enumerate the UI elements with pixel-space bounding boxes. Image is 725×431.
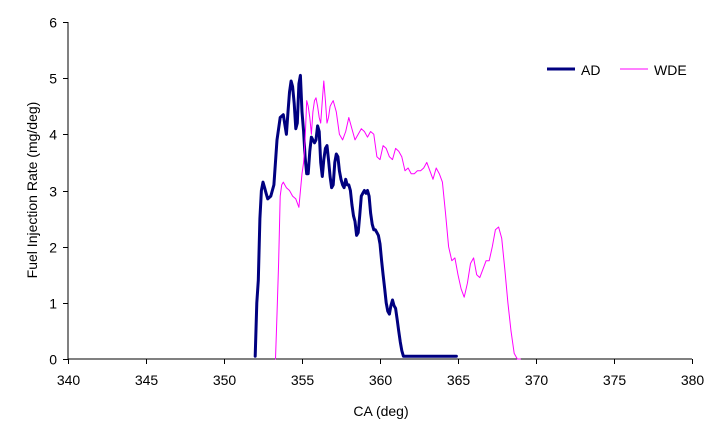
y-tick-label: 4 [49,127,57,143]
y-tick-label: 1 [49,296,57,312]
x-tick-label: 365 [447,372,471,388]
x-tick-label: 375 [603,372,627,388]
x-tick-label: 360 [369,372,393,388]
y-axis-label: Fuel Injection Rate (mg/deg) [24,102,40,279]
x-tick-label: 340 [57,372,81,388]
legend-label-wde: WDE [654,62,687,78]
x-tick-label: 380 [681,372,705,388]
y-tick-label: 2 [49,240,57,256]
y-tick-label: 6 [49,15,57,31]
x-tick-label: 355 [291,372,315,388]
series-line-wde [275,80,521,360]
y-tick-label: 3 [49,184,57,200]
y-tick-label: 5 [49,71,57,87]
x-axis-label: CA (deg) [353,403,408,419]
series-line-ad [253,73,458,358]
x-tick-label: 370 [525,372,549,388]
x-tick-label: 350 [213,372,237,388]
x-tick-label: 345 [135,372,159,388]
legend: AD WDE [547,62,687,78]
series-layer [253,73,521,360]
y-tick-label: 0 [49,352,57,368]
legend-label-ad: AD [581,62,600,78]
